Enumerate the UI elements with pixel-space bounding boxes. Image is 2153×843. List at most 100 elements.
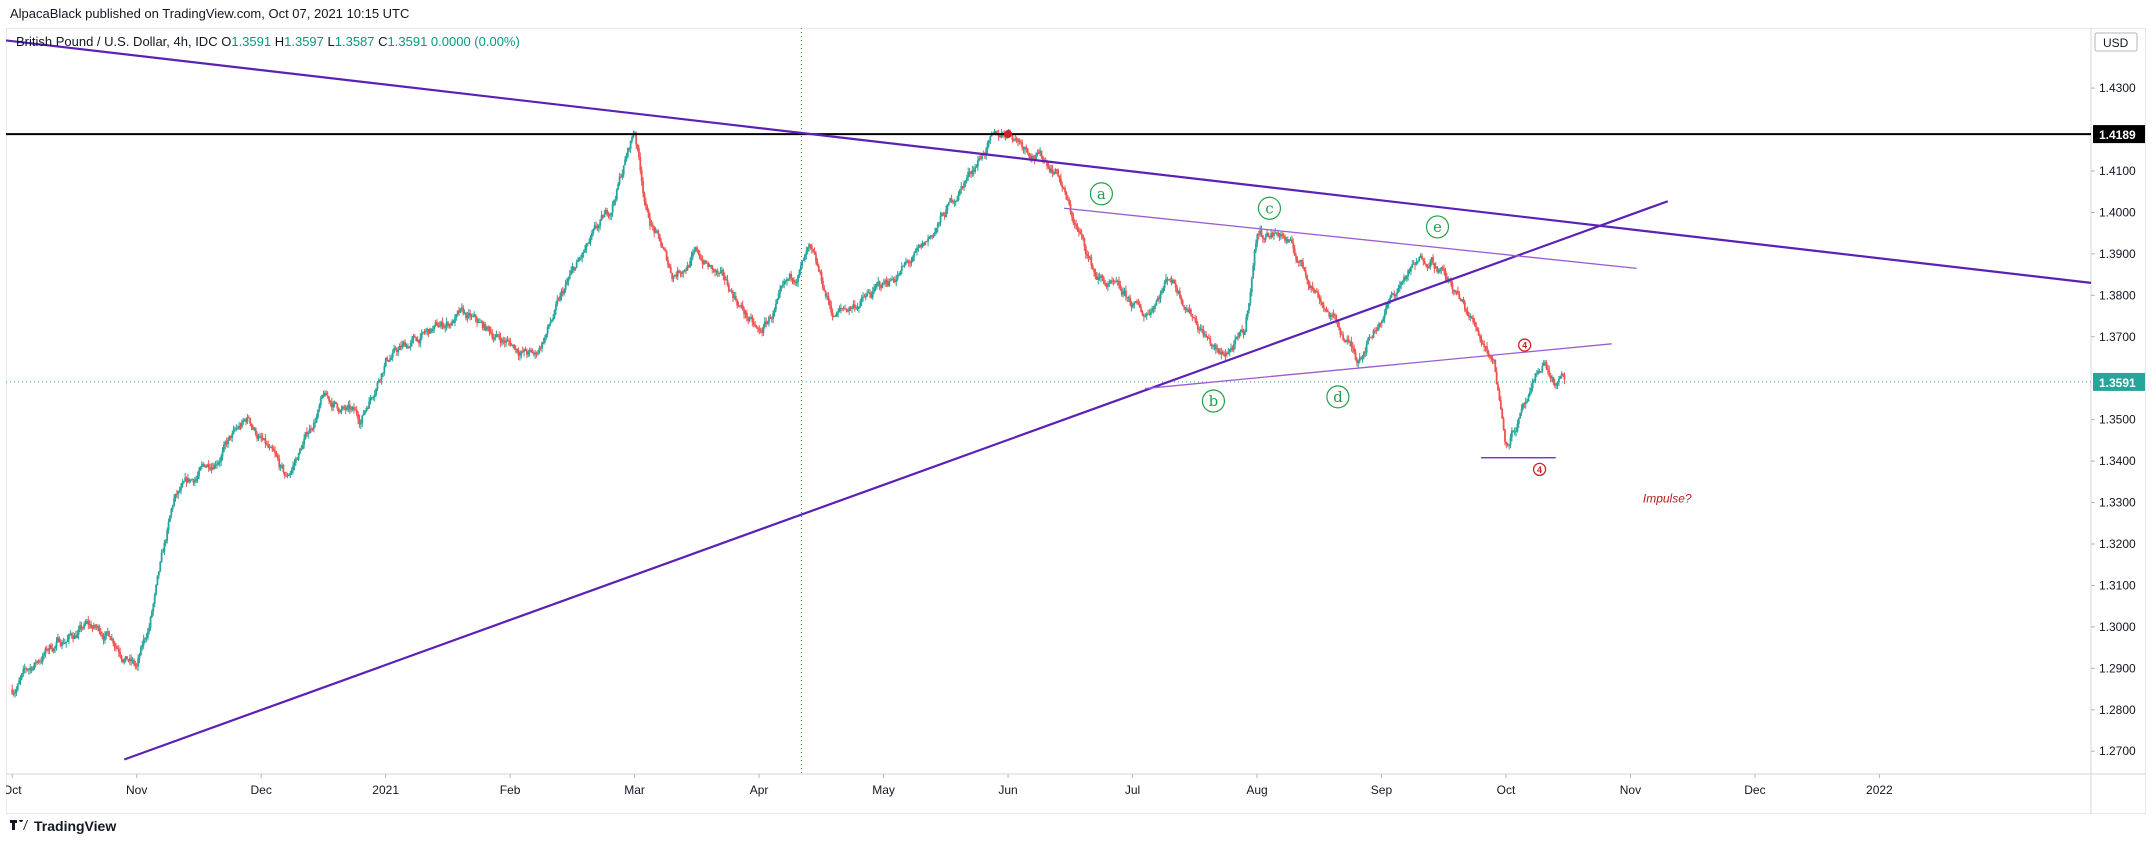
time-tick-label: 2021	[372, 783, 399, 797]
candle-down	[595, 225, 597, 227]
candle-down	[458, 310, 460, 313]
candle-up	[429, 328, 431, 334]
candle-up	[281, 465, 283, 467]
candle-down	[757, 327, 759, 330]
candle-down	[1205, 334, 1208, 337]
candle-down	[1281, 234, 1284, 236]
candle-up	[451, 320, 454, 326]
candle-down	[1315, 291, 1318, 292]
candle-down	[680, 273, 683, 275]
candle-up	[599, 220, 602, 226]
candle-up	[1203, 334, 1206, 336]
low-label: L	[327, 34, 335, 49]
candle-up	[875, 283, 878, 286]
candle-up	[1220, 351, 1223, 355]
wave-marker-circle-2	[1532, 462, 1547, 477]
candle-down	[1343, 339, 1346, 343]
candle-down	[1080, 233, 1083, 235]
candle-up	[989, 136, 992, 141]
candle-down	[1546, 368, 1549, 371]
candle-up	[232, 429, 235, 434]
candle-up	[1310, 286, 1313, 289]
candle-up	[494, 337, 496, 340]
candle-down	[1183, 305, 1185, 308]
candle-up	[589, 236, 592, 242]
candle-up	[957, 194, 960, 201]
candle-up	[1285, 239, 1288, 241]
candle-up	[1409, 267, 1412, 272]
candle-down	[1302, 261, 1304, 268]
candle-up	[804, 254, 806, 260]
candle-up	[505, 341, 508, 343]
candle-down	[205, 466, 207, 468]
candle-down	[1304, 270, 1307, 276]
candle-down	[1019, 141, 1022, 143]
candle-up	[975, 166, 978, 168]
candle-up	[1289, 239, 1292, 241]
time-tick-label: Dec	[1744, 783, 1765, 797]
candle-down	[239, 425, 242, 428]
price-axis[interactable]: 1.4300 1.4100 1.4000 1.3900 1.3800 1.3700 1.35…	[2091, 32, 2145, 758]
descending-trendline	[6, 39, 2092, 284]
candle-down	[252, 426, 254, 430]
candle-up	[405, 345, 408, 347]
candle-up	[1100, 275, 1102, 278]
candle-up	[1524, 401, 1527, 404]
candle-up	[187, 478, 189, 483]
candle-up	[860, 297, 863, 302]
candle-down	[887, 282, 889, 287]
candle-down	[1483, 343, 1486, 347]
candle-up	[523, 349, 526, 352]
candle-up	[1172, 280, 1174, 284]
candle-up	[76, 634, 79, 638]
candle-down	[863, 296, 866, 298]
candle-down	[1242, 331, 1245, 335]
candle-up	[506, 340, 509, 342]
candle-down	[791, 277, 794, 280]
candle-up	[693, 250, 696, 253]
candle-up	[1279, 234, 1282, 237]
candle-down	[1105, 285, 1108, 287]
candle-up	[1239, 329, 1242, 333]
candle-up	[483, 324, 485, 328]
candle-down	[1450, 281, 1452, 283]
candle-up	[191, 479, 193, 481]
candle-up	[910, 261, 913, 263]
candle-down	[245, 419, 247, 423]
candle-down	[510, 345, 513, 347]
candle-up	[1544, 362, 1546, 364]
candle-down	[1360, 357, 1362, 359]
price-chart[interactable]: a b c d e 4 4 Impulse? 1.4300 1.4100 1.4000 1.3900…	[6, 28, 2146, 814]
candle-up	[527, 351, 530, 355]
candle-down	[1498, 390, 1501, 401]
candle-down	[531, 350, 534, 354]
candle-down	[1118, 280, 1120, 286]
candles-layer	[11, 128, 1566, 698]
wave-circle-e	[1425, 215, 1450, 239]
candle-down	[1040, 150, 1043, 157]
tradingview-footer[interactable]: TradingView	[10, 818, 116, 834]
candle-up	[896, 275, 899, 280]
candle-up	[862, 296, 864, 298]
candle-up	[1252, 265, 1255, 279]
candle-up	[347, 404, 350, 408]
candle-up	[1367, 338, 1369, 345]
candle-down	[675, 275, 678, 277]
candle-up	[419, 337, 422, 344]
candle-up	[1520, 408, 1523, 413]
candle-down	[1136, 301, 1138, 303]
candle-down	[668, 264, 671, 267]
chart-frame[interactable]: a b c d e 4 4 Impulse? 1.4300 1.4100 1.4000 1.3900…	[6, 28, 2146, 814]
candle-down	[642, 181, 644, 194]
candle-up	[234, 428, 236, 430]
candle-down	[651, 224, 654, 227]
candle-up	[1098, 277, 1101, 278]
candle-up	[240, 422, 243, 428]
time-axis[interactable]: Oct Nov Dec 2021 Feb Mar Apr May Jun Jul Aug Sep Oct…	[6, 774, 1893, 797]
candle-down	[1022, 147, 1025, 150]
candle-down	[1184, 307, 1187, 310]
candle-down	[1501, 409, 1504, 419]
candle-up	[149, 616, 152, 628]
candle-down	[256, 434, 258, 439]
candle-down	[260, 436, 263, 438]
